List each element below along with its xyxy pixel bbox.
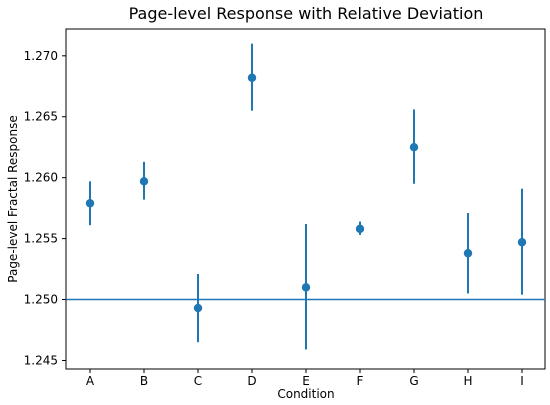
data-point-c [193, 303, 203, 313]
x-tick-label-f: F [357, 374, 364, 388]
x-tick-label-g: G [409, 374, 418, 388]
data-point-b [139, 177, 149, 186]
x-tick-label-e: E [302, 374, 310, 388]
x-tick-label-h: H [463, 374, 472, 388]
data-point-i [517, 238, 527, 247]
data-point-e [301, 283, 311, 292]
y-tick-label-5: 1.270 [24, 49, 58, 63]
chart-title: Page-level Response with Relative Deviat… [129, 4, 484, 23]
y-axis-label: Page-level Fractal Response [6, 115, 20, 282]
data-point-f [355, 224, 365, 234]
marks-layer [66, 43, 545, 350]
data-point-h [463, 249, 473, 258]
y-tick-label-1: 1.250 [24, 293, 58, 307]
y-axis: 1.245 1.250 1.255 1.260 1.265 1.270 [24, 49, 66, 367]
y-tick-label-2: 1.255 [24, 232, 58, 246]
data-point-g [409, 143, 419, 152]
plot-area [65, 28, 546, 370]
y-tick-label-0: 1.245 [24, 353, 58, 367]
x-tick-label-c: C [194, 374, 202, 388]
data-point-d [247, 73, 257, 82]
y-tick-label-3: 1.260 [24, 171, 58, 185]
x-tick-label-a: A [86, 374, 95, 388]
x-tick-label-b: B [140, 374, 148, 388]
x-tick-label-i: I [520, 374, 524, 388]
x-axis-label: Condition [277, 387, 334, 401]
y-tick-label-4: 1.265 [24, 110, 58, 124]
x-axis: A B C D E F G H I [86, 369, 524, 388]
data-point-a [85, 199, 95, 208]
x-tick-label-d: D [247, 374, 256, 388]
